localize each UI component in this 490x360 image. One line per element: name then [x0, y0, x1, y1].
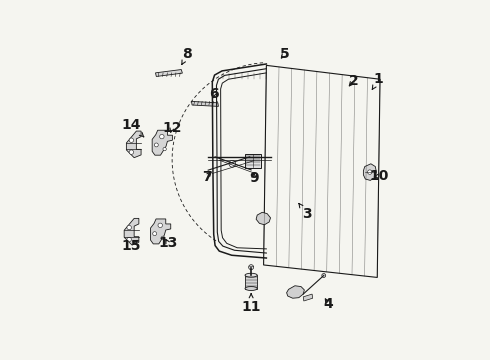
Text: 5: 5	[279, 47, 289, 61]
Polygon shape	[364, 164, 376, 180]
Polygon shape	[150, 219, 171, 244]
Text: 8: 8	[182, 47, 192, 64]
Polygon shape	[256, 212, 270, 225]
Text: 6: 6	[209, 87, 219, 102]
Ellipse shape	[245, 273, 257, 277]
Polygon shape	[192, 102, 219, 107]
Polygon shape	[155, 69, 182, 76]
Text: 2: 2	[349, 74, 359, 87]
Text: 9: 9	[249, 171, 259, 185]
Bar	[245, 275, 257, 288]
Text: 10: 10	[369, 169, 388, 183]
Circle shape	[368, 170, 372, 174]
Polygon shape	[287, 286, 304, 298]
Circle shape	[322, 274, 326, 278]
Circle shape	[129, 138, 134, 143]
Text: 7: 7	[202, 170, 212, 184]
Bar	[245, 153, 261, 168]
Circle shape	[248, 265, 254, 270]
Text: 11: 11	[242, 294, 261, 314]
Circle shape	[127, 225, 131, 230]
Circle shape	[160, 134, 164, 139]
Text: 12: 12	[162, 121, 182, 135]
Circle shape	[163, 148, 166, 151]
Circle shape	[154, 143, 158, 147]
Circle shape	[153, 232, 157, 235]
Circle shape	[158, 223, 162, 228]
Text: 1: 1	[372, 72, 384, 89]
Polygon shape	[126, 131, 141, 158]
Circle shape	[229, 161, 236, 167]
Polygon shape	[124, 219, 139, 245]
Polygon shape	[303, 294, 313, 301]
Circle shape	[129, 150, 134, 154]
Polygon shape	[152, 130, 172, 155]
Text: 14: 14	[122, 118, 144, 137]
Text: 15: 15	[122, 239, 141, 253]
Ellipse shape	[245, 287, 257, 291]
Text: 13: 13	[158, 236, 178, 250]
Text: 4: 4	[324, 297, 334, 311]
Circle shape	[127, 237, 131, 242]
Circle shape	[161, 236, 165, 239]
Text: 3: 3	[299, 203, 311, 221]
